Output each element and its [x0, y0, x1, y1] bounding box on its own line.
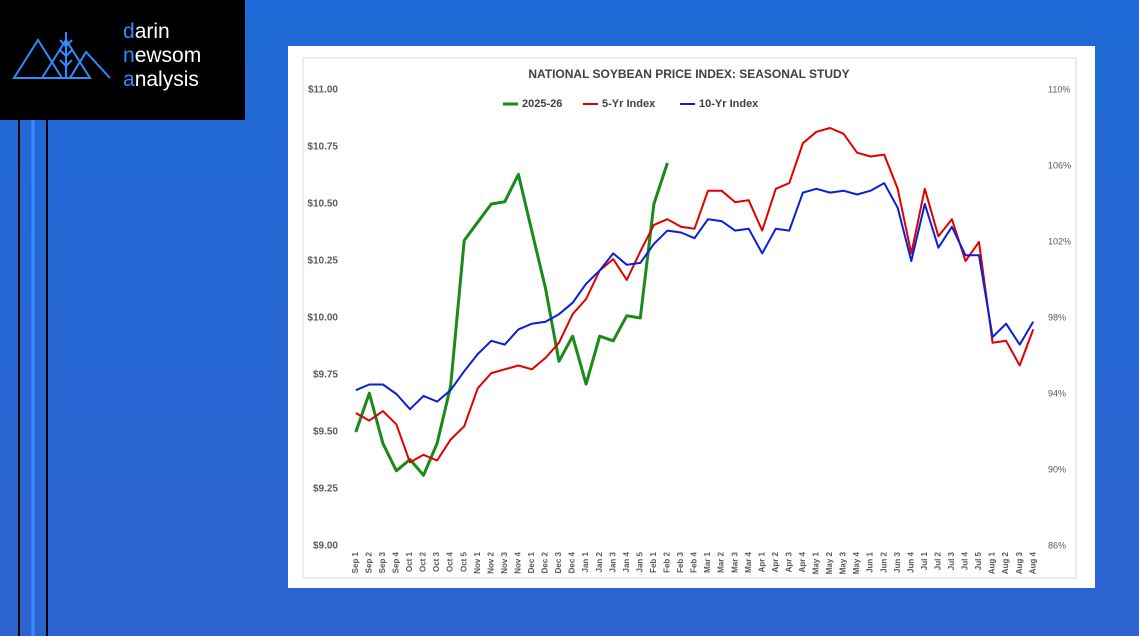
logo-part: ewsom	[135, 44, 202, 67]
y2-tick-label: 94%	[1048, 388, 1066, 398]
plot-frame	[302, 57, 1077, 579]
x-tick-label: Jul 5	[974, 551, 983, 570]
y-tick-label: $9.75	[313, 370, 338, 381]
logo-line: newsom	[123, 44, 201, 67]
x-tick-label: Oct 4	[446, 551, 455, 572]
x-tick-label: Dec 2	[541, 551, 550, 573]
x-tick-label: Mar 3	[730, 551, 739, 572]
logo-part: a	[123, 68, 135, 91]
x-tick-label: Aug 2	[1001, 551, 1010, 574]
series-line	[355, 182, 1035, 411]
y-tick-label: $10.25	[307, 256, 338, 267]
x-tick-label: Jun 1	[866, 551, 875, 572]
x-tick-label: Apr 2	[771, 551, 780, 572]
x-tick-label: Feb 4	[690, 551, 699, 572]
y-tick-label: $10.50	[307, 199, 338, 210]
x-tick-label: Nov 2	[486, 551, 495, 573]
y-tick-label: $10.75	[307, 142, 338, 153]
x-tick-label: Jan 3	[608, 551, 617, 572]
chart-title: NATIONAL SOYBEAN PRICE INDEX: SEASONAL S…	[528, 67, 849, 81]
x-tick-label: Sep 4	[392, 551, 401, 573]
logo-box	[0, 0, 245, 120]
logo-line: darin	[123, 20, 170, 43]
y2-tick-label: 86%	[1048, 540, 1066, 550]
x-tick-label: Oct 5	[459, 551, 468, 572]
x-tick-label: Jun 4	[906, 551, 915, 572]
x-tick-label: Aug 1	[988, 551, 997, 574]
logo-icon	[12, 32, 111, 79]
x-tick-label: Jan 2	[595, 551, 604, 572]
series-line	[354, 162, 669, 477]
y-tick-label: $9.00	[313, 541, 338, 552]
x-tick-label: Dec 1	[527, 551, 536, 573]
logo-part: n	[123, 44, 135, 67]
x-tick-label: Aug 3	[1015, 551, 1024, 574]
x-tick-label: Jul 4	[961, 551, 970, 570]
logo-part: arin	[135, 20, 170, 43]
x-tick-label: Jul 1	[920, 551, 929, 570]
x-tick-label: Nov 4	[513, 551, 522, 573]
x-tick-label: Jan 1	[581, 551, 590, 572]
y2-tick-label: 98%	[1048, 312, 1066, 322]
x-tick-label: May 1	[812, 551, 821, 574]
x-tick-label: Nov 1	[473, 551, 482, 573]
chart-panel	[288, 46, 1095, 588]
x-tick-label: Jun 2	[879, 551, 888, 572]
x-tick-label: Mar 2	[717, 551, 726, 572]
x-tick-label: May 4	[852, 551, 861, 574]
x-tick-label: Jul 2	[933, 551, 942, 570]
x-tick-label: Apr 4	[798, 551, 807, 572]
x-tick-label: Mar 1	[703, 551, 712, 572]
logo-part: nalysis	[135, 68, 199, 91]
x-tick-label: Oct 1	[405, 551, 414, 572]
x-tick-label: Jan 5	[635, 551, 644, 572]
x-tick-label: Jul 3	[947, 551, 956, 570]
x-tick-label: Sep 3	[378, 551, 387, 573]
x-tick-label: Feb 3	[676, 551, 685, 572]
x-tick-label: Mar 4	[744, 551, 753, 572]
legend-label: 10-Yr Index	[699, 98, 759, 110]
y2-tick-label: 90%	[1048, 464, 1066, 474]
y2-tick-label: 110%	[1048, 84, 1070, 94]
y-tick-label: $9.50	[313, 427, 338, 438]
x-tick-label: Sep 2	[364, 551, 373, 573]
legend-label: 2025-26	[522, 98, 562, 110]
logo-part: d	[123, 20, 135, 43]
x-tick-label: Apr 1	[757, 551, 766, 572]
x-tick-label: Apr 3	[784, 551, 793, 572]
y-tick-label: $11.00	[308, 85, 338, 96]
x-tick-label: Oct 3	[432, 551, 441, 572]
x-tick-label: Dec 3	[554, 551, 563, 573]
y2-tick-label: 102%	[1048, 236, 1071, 246]
x-tick-label: Nov 3	[500, 551, 509, 573]
x-tick-label: May 3	[839, 551, 848, 574]
series-line	[355, 127, 1035, 464]
x-tick-label: Jan 4	[622, 551, 631, 572]
x-tick-label: Feb 2	[663, 551, 672, 572]
x-tick-label: Aug 4	[1028, 551, 1037, 574]
y2-tick-label: 106%	[1048, 160, 1071, 170]
x-tick-label: May 2	[825, 551, 834, 574]
x-tick-label: Oct 2	[419, 551, 428, 572]
y-tick-label: $10.00	[307, 313, 338, 324]
logo-line: analysis	[123, 68, 199, 91]
x-tick-label: Sep 1	[351, 551, 360, 573]
x-tick-label: Dec 4	[568, 551, 577, 573]
x-tick-label: Jun 3	[893, 551, 902, 572]
x-tick-label: Feb 1	[649, 551, 658, 572]
y-tick-label: $9.25	[313, 484, 338, 495]
legend-label: 5-Yr Index	[602, 98, 656, 110]
